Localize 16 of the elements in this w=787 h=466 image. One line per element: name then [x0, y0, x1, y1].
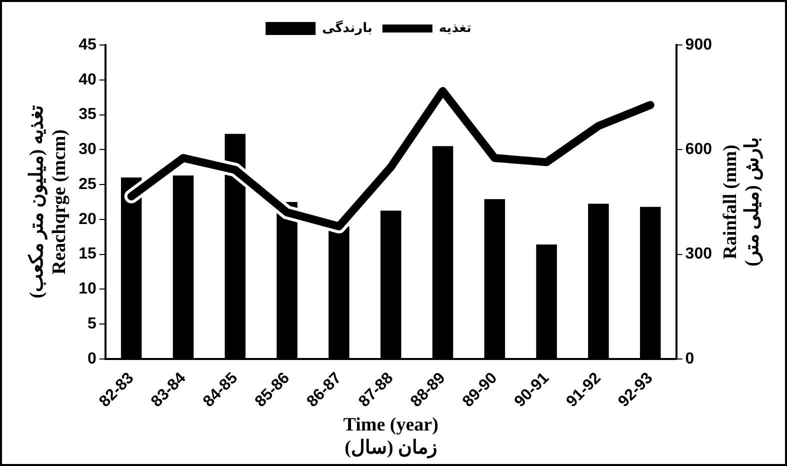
y2-tick-label: 300 — [685, 246, 712, 263]
y-tick-label: 45 — [78, 36, 96, 54]
y-tick-label: 35 — [78, 106, 96, 124]
y2-tick-label: 600 — [685, 141, 712, 158]
y-tick-label: 0 — [87, 350, 96, 368]
y2-tick-label: 900 — [685, 36, 712, 54]
y-tick-label: 20 — [78, 210, 96, 228]
legend-label: تغذیه — [438, 20, 472, 36]
y-tick-label: 10 — [78, 280, 96, 298]
y-tick-label: 5 — [87, 315, 96, 332]
y-tick-label: 30 — [78, 141, 96, 158]
y-tick-label: 40 — [78, 71, 96, 88]
y-tick-label: 15 — [78, 246, 96, 263]
y-tick-label: 25 — [78, 176, 96, 193]
y2-tick-label: 0 — [685, 350, 694, 368]
legend-label: بارندگی — [322, 20, 372, 36]
